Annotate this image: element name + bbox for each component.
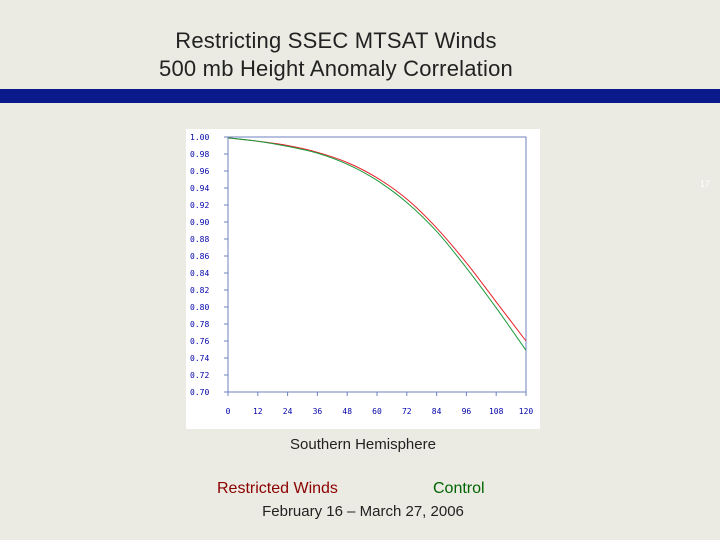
title-divider-bar: 17: [0, 89, 720, 189]
chart-container: 1.00 0.98 0.96 0.94 0.92 0.90 0.88 0.86 0.84 0.82…: [186, 129, 540, 429]
x-tick-label: 36: [313, 407, 323, 416]
slide-number: 17: [699, 179, 710, 189]
y-tick-label: 0.84: [190, 269, 209, 278]
y-tick-label: 0.80: [190, 303, 209, 312]
y-tick-label: 0.98: [190, 150, 209, 159]
y-tick-label: 0.88: [190, 235, 209, 244]
x-tick-label: 24: [283, 407, 293, 416]
x-tick-label: 96: [462, 407, 472, 416]
x-tick-label: 48: [342, 407, 352, 416]
y-tick-label: 1.00: [190, 133, 209, 142]
x-tick-label: 72: [402, 407, 412, 416]
y-tick-label: 0.74: [190, 354, 209, 363]
x-tick-label: 108: [489, 407, 504, 416]
y-tick-label: 0.72: [190, 371, 209, 380]
slide-title-line1: Restricting SSEC MTSAT Winds: [175, 28, 497, 53]
y-tick-label: 0.76: [190, 337, 209, 346]
legend-restricted-winds: Restricted Winds: [217, 480, 338, 497]
plot-frame: [227, 136, 527, 393]
series-line-control: [227, 137, 527, 351]
legend-control: Control: [433, 480, 485, 497]
y-tick-label: 0.86: [190, 252, 209, 261]
series-line-restricted-winds: [227, 137, 527, 342]
anomaly-correlation-chart: 1.00 0.98 0.96 0.94 0.92 0.90 0.88 0.86 0.84 0.82…: [190, 133, 534, 416]
chart-caption: Southern Hemisphere: [290, 436, 436, 453]
x-tick-label: 84: [432, 407, 442, 416]
y-tick-label: 0.92: [190, 201, 209, 210]
x-tick-label: 12: [253, 407, 263, 416]
y-tick-label: 0.78: [190, 320, 209, 329]
x-tick-label: 120: [519, 407, 534, 416]
x-tick-label: 0: [226, 407, 231, 416]
y-tick-label: 0.82: [190, 286, 209, 295]
y-tick-label: 0.90: [190, 218, 209, 227]
x-tick-label: 60: [372, 407, 382, 416]
slide-title-line2: 500 mb Height Anomaly Correlation: [159, 56, 513, 81]
y-tick-label: 0.96: [190, 167, 209, 176]
y-tick-label: 0.94: [190, 184, 209, 193]
y-tick-label: 0.70: [190, 388, 209, 397]
date-range: February 16 – March 27, 2006: [262, 503, 464, 520]
